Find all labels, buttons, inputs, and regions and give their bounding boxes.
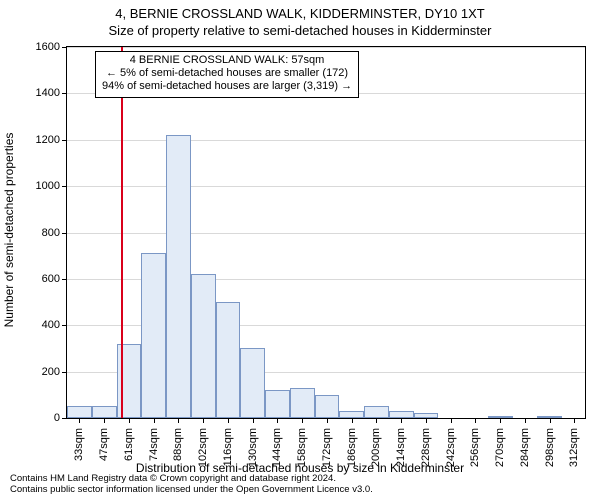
x-tick-mark [550, 419, 551, 423]
x-tick-mark [574, 419, 575, 423]
x-tick-mark [475, 419, 476, 423]
histogram-bar [488, 416, 513, 418]
x-tick-mark [104, 419, 105, 423]
y-tick-mark [62, 279, 66, 280]
gridline [67, 186, 585, 187]
info-box: 4 BERNIE CROSSLAND WALK: 57sqm← 5% of se… [95, 51, 359, 98]
x-tick-mark [525, 419, 526, 423]
x-tick-mark [178, 419, 179, 423]
x-tick-mark [376, 419, 377, 423]
page-subtitle: Size of property relative to semi-detach… [0, 23, 600, 38]
histogram-bar [67, 406, 92, 418]
y-tick-mark [62, 140, 66, 141]
x-tick-mark [426, 419, 427, 423]
histogram-bar [141, 253, 166, 418]
histogram-bar [389, 411, 414, 418]
x-tick-mark [302, 419, 303, 423]
x-tick-mark [79, 419, 80, 423]
histogram-bar [166, 135, 191, 418]
y-tick-mark [62, 47, 66, 48]
x-tick-mark [129, 419, 130, 423]
y-tick-label: 1400 [10, 87, 60, 99]
info-box-line: 94% of semi-detached houses are larger (… [102, 80, 352, 93]
histogram-bar [191, 274, 216, 418]
y-tick-mark [62, 418, 66, 419]
histogram-bar [265, 390, 290, 418]
histogram-bar [315, 395, 340, 418]
y-tick-mark [62, 93, 66, 94]
histogram-bar [92, 406, 117, 418]
y-tick-mark [62, 325, 66, 326]
x-tick-mark [203, 419, 204, 423]
footer-attribution: Contains HM Land Registry data © Crown c… [10, 474, 590, 496]
x-tick-mark [154, 419, 155, 423]
x-tick-mark [277, 419, 278, 423]
reference-line [121, 47, 123, 418]
histogram-bar [364, 406, 389, 418]
histogram-bar [414, 413, 439, 418]
x-tick-mark [500, 419, 501, 423]
x-tick-mark [253, 419, 254, 423]
x-tick-mark [401, 419, 402, 423]
y-tick-label: 200 [10, 366, 60, 378]
y-tick-label: 0 [10, 412, 60, 424]
x-tick-mark [327, 419, 328, 423]
info-box-line: 4 BERNIE CROSSLAND WALK: 57sqm [102, 54, 352, 67]
chart-plot-area: 4 BERNIE CROSSLAND WALK: 57sqm← 5% of se… [66, 46, 586, 419]
histogram-bar [216, 302, 241, 418]
x-tick-mark [451, 419, 452, 423]
y-tick-label: 1600 [10, 41, 60, 53]
gridline [67, 47, 585, 48]
y-tick-label: 800 [10, 227, 60, 239]
y-tick-label: 600 [10, 273, 60, 285]
y-tick-mark [62, 233, 66, 234]
histogram-bar [290, 388, 315, 418]
y-tick-mark [62, 186, 66, 187]
y-tick-mark [62, 372, 66, 373]
page-title: 4, BERNIE CROSSLAND WALK, KIDDERMINSTER,… [0, 6, 600, 21]
histogram-bar [339, 411, 364, 418]
y-tick-label: 400 [10, 319, 60, 331]
histogram-bar [537, 416, 562, 418]
x-tick-mark [352, 419, 353, 423]
y-tick-label: 1000 [10, 180, 60, 192]
x-tick-mark [228, 419, 229, 423]
y-tick-label: 1200 [10, 134, 60, 146]
info-box-line: ← 5% of semi-detached houses are smaller… [102, 67, 352, 80]
gridline [67, 140, 585, 141]
histogram-bar [240, 348, 265, 418]
gridline [67, 233, 585, 234]
footer-line: Contains public sector information licen… [10, 485, 590, 496]
